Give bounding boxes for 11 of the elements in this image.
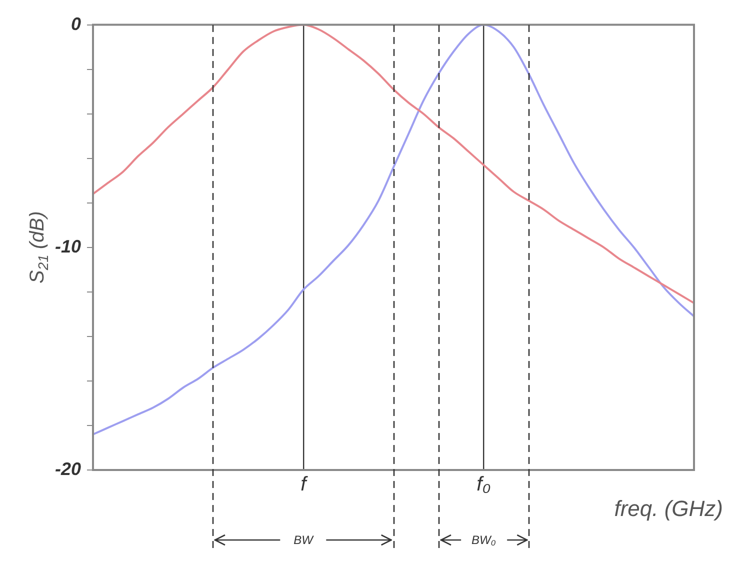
line-series bbox=[92, 24, 695, 304]
y-tick-label: 0 bbox=[70, 14, 81, 34]
text: BW₀ bbox=[470, 532, 497, 549]
text: BW bbox=[292, 532, 315, 549]
y-tick-label: -20 bbox=[54, 458, 81, 479]
y-tick-label: -10 bbox=[54, 236, 81, 256]
x-axis-title: freq. (GHz) bbox=[614, 496, 724, 522]
y-axis-title: S21 (dB) bbox=[26, 211, 51, 284]
x-tick-label: f bbox=[300, 474, 309, 496]
x-tick-label: f₀ bbox=[476, 474, 491, 496]
line-series bbox=[92, 24, 695, 436]
